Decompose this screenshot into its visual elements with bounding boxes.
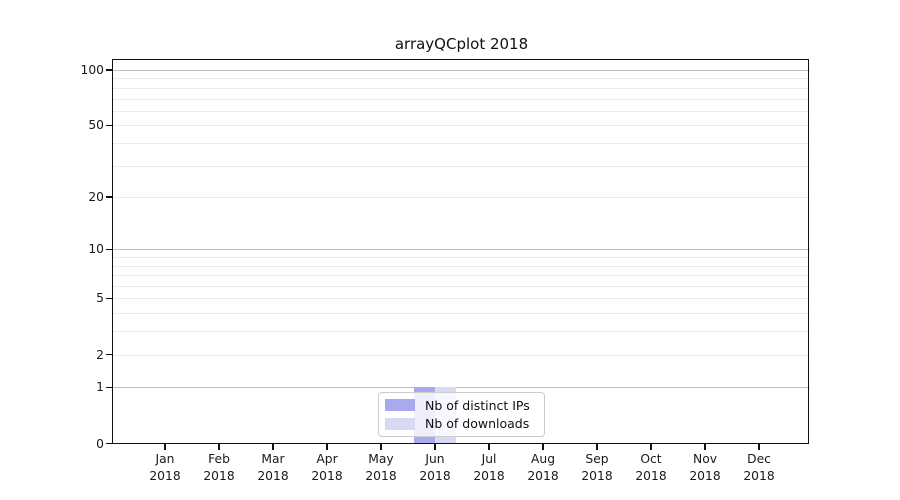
x-tick-year: 2018 — [689, 468, 721, 483]
x-tick-month: Sep — [585, 451, 609, 466]
x-tick-mark — [704, 443, 706, 450]
x-tick-year: 2018 — [149, 468, 181, 483]
chart-title: arrayQCplot 2018 — [394, 35, 529, 53]
y-tick-label: 10 — [88, 242, 104, 257]
y-tick-mark — [106, 442, 112, 445]
y-gridline-minor — [113, 78, 810, 80]
legend: Nb of distinct IPs Nb of downloads — [378, 392, 545, 437]
y-tick-label: 5 — [96, 291, 104, 306]
y-tick-label: 50 — [88, 118, 104, 133]
y-tick-mark — [106, 69, 112, 71]
y-gridline-major — [113, 249, 810, 251]
x-tick-year: 2018 — [257, 468, 289, 483]
x-tick-mark — [272, 443, 274, 450]
x-tick-month: Oct — [640, 451, 662, 466]
y-gridline-minor — [113, 286, 810, 288]
y-gridline-minor — [113, 257, 810, 259]
y-tick-mark — [106, 353, 112, 356]
y-tick-mark — [106, 124, 112, 127]
x-tick-mark — [758, 443, 760, 450]
x-tick-year: 2018 — [743, 468, 775, 483]
x-tick-label-jul: Jul 2018 — [444, 451, 534, 485]
legend-label-distinct-ips: Nb of distinct IPs — [425, 397, 530, 413]
x-tick-month: Jan — [155, 451, 175, 466]
x-tick-month: Jul — [481, 451, 497, 466]
x-tick-month: Dec — [747, 451, 771, 466]
y-tick-mark — [106, 196, 112, 198]
x-tick-label-aug: Aug 2018 — [498, 451, 588, 485]
x-tick-month: Mar — [261, 451, 285, 466]
x-tick-label-sep: Sep 2018 — [552, 451, 642, 485]
y-gridline-minor — [113, 165, 810, 167]
y-gridline-minor — [113, 265, 810, 267]
x-tick-label-apr: Apr 2018 — [282, 451, 372, 485]
y-gridline-minor — [113, 142, 810, 144]
x-tick-label-jun: Jun 2018 — [390, 451, 480, 485]
y-gridline-major — [113, 70, 810, 71]
y-gridline-minor — [113, 275, 810, 277]
x-tick-mark — [326, 443, 328, 450]
x-tick-label-mar: Mar 2018 — [228, 451, 318, 485]
y-tick-mark — [106, 386, 112, 389]
y-gridline-minor — [113, 331, 810, 333]
x-tick-year: 2018 — [635, 468, 667, 483]
x-tick-month: Nov — [693, 451, 717, 466]
y-gridline-minor — [113, 110, 810, 112]
y-tick-label: 2 — [96, 347, 104, 362]
x-tick-mark — [218, 443, 220, 450]
y-gridline-minor — [113, 313, 810, 315]
y-gridline-major — [113, 387, 810, 389]
y-tick-mark — [106, 297, 112, 300]
y-tick-label: 1 — [96, 380, 104, 395]
x-tick-month: May — [368, 451, 394, 466]
x-tick-year: 2018 — [473, 468, 505, 483]
y-gridline-minor — [113, 197, 810, 199]
y-tick-mark — [106, 248, 112, 251]
x-tick-mark — [488, 443, 490, 450]
x-tick-year: 2018 — [365, 468, 397, 483]
x-tick-label-feb: Feb 2018 — [174, 451, 264, 485]
x-tick-month: Jun — [425, 451, 445, 466]
x-tick-year: 2018 — [419, 468, 451, 483]
y-tick-label: 20 — [88, 190, 104, 205]
x-tick-year: 2018 — [203, 468, 235, 483]
y-tick-label: 0 — [96, 436, 104, 451]
x-tick-mark — [380, 443, 382, 450]
legend-swatch-downloads-icon — [385, 417, 415, 430]
x-tick-month: Feb — [208, 451, 230, 466]
y-tick-label: 100 — [80, 63, 104, 77]
x-tick-mark — [596, 443, 598, 450]
x-tick-label-dec: Dec 2018 — [714, 451, 804, 485]
plot-area — [113, 60, 810, 444]
x-tick-mark — [164, 443, 166, 450]
y-gridline-minor — [113, 125, 810, 127]
x-tick-mark — [542, 443, 544, 450]
x-tick-label-may: May 2018 — [336, 451, 426, 485]
y-gridline-minor — [113, 87, 810, 89]
x-tick-year: 2018 — [581, 468, 613, 483]
y-gridline-minor — [113, 98, 810, 100]
x-tick-mark — [434, 443, 436, 450]
x-tick-month: Apr — [316, 451, 338, 466]
y-gridline-minor — [113, 354, 810, 356]
x-tick-year: 2018 — [311, 468, 343, 483]
x-tick-label-jan: Jan 2018 — [120, 451, 210, 485]
x-tick-label-nov: Nov 2018 — [660, 451, 750, 485]
x-tick-label-oct: Oct 2018 — [606, 451, 696, 485]
legend-row-downloads: Nb of downloads — [385, 415, 536, 434]
legend-swatch-distinct-ips-icon — [385, 399, 415, 412]
legend-label-downloads: Nb of downloads — [425, 416, 530, 432]
x-tick-year: 2018 — [527, 468, 559, 483]
x-tick-mark — [650, 443, 652, 450]
x-tick-month: Aug — [530, 451, 555, 466]
y-gridline-minor — [113, 298, 810, 300]
legend-row-distinct-ips: Nb of distinct IPs — [385, 396, 536, 415]
